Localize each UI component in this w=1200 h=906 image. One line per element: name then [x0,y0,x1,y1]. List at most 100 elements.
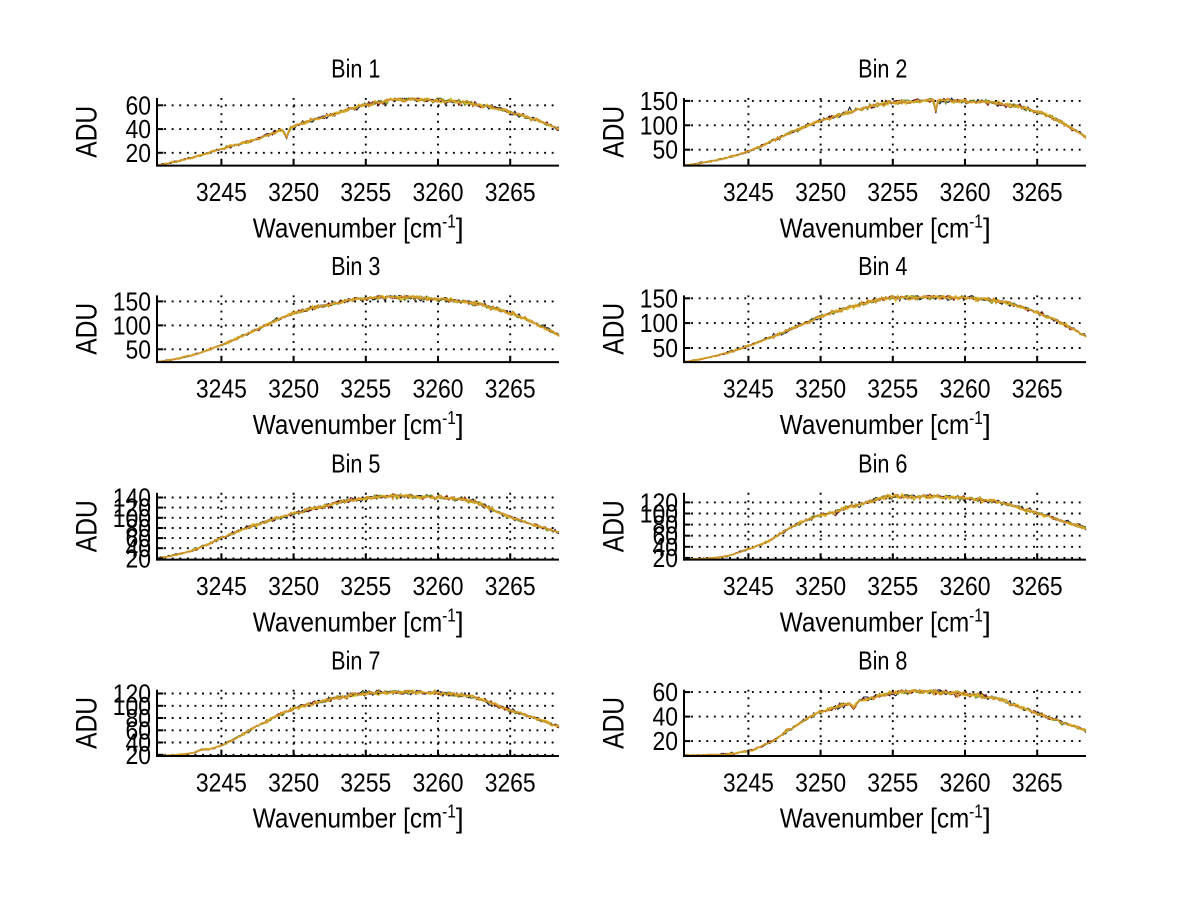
svg-text:3260: 3260 [940,767,991,797]
svg-text:80: 80 [653,510,679,540]
svg-text:3265: 3265 [1012,177,1063,207]
svg-text:3250: 3250 [268,767,319,797]
svg-text:40: 40 [126,533,152,563]
svg-text:3245: 3245 [723,177,774,207]
svg-text:3250: 3250 [795,767,846,797]
svg-text:]: ] [983,606,991,637]
svg-text:50: 50 [653,135,679,165]
svg-text:20: 20 [126,740,152,770]
svg-text:60: 60 [126,523,152,553]
svg-text:]: ] [456,409,464,440]
svg-text:]: ] [456,606,464,637]
svg-text:ADU: ADU [71,106,104,158]
svg-text:Bin 5: Bin 5 [331,449,380,479]
svg-text:]: ] [983,409,991,440]
svg-text:3260: 3260 [413,373,464,403]
svg-text:50: 50 [126,334,152,364]
svg-text:20: 20 [126,138,152,168]
svg-text:-1: -1 [442,605,456,625]
svg-text:3255: 3255 [867,767,918,797]
svg-text:3250: 3250 [795,571,846,601]
svg-text:50: 50 [653,333,679,363]
svg-text:3260: 3260 [413,571,464,601]
svg-text:3260: 3260 [940,571,991,601]
svg-text:100: 100 [640,499,678,529]
svg-text:]: ] [983,212,991,243]
svg-text:20: 20 [653,543,679,573]
svg-text:-1: -1 [969,408,983,428]
svg-text:120: 120 [113,679,151,709]
svg-text:3265: 3265 [485,767,536,797]
svg-text:Wavenumber [cm: Wavenumber [cm [253,803,442,834]
svg-text:3265: 3265 [1012,571,1063,601]
svg-text:3245: 3245 [196,571,247,601]
svg-text:40: 40 [653,702,679,732]
svg-text:80: 80 [126,703,152,733]
svg-text:120: 120 [113,493,151,523]
svg-text:3250: 3250 [268,373,319,403]
svg-text:100: 100 [640,308,678,338]
svg-text:ADU: ADU [71,500,104,552]
svg-text:3245: 3245 [723,767,774,797]
svg-text:3260: 3260 [413,177,464,207]
svg-text:3250: 3250 [795,373,846,403]
svg-text:Bin 6: Bin 6 [858,449,907,479]
svg-text:3255: 3255 [867,571,918,601]
svg-text:-1: -1 [442,211,456,231]
svg-text:100: 100 [640,110,678,140]
svg-text:3260: 3260 [940,177,991,207]
svg-text:3245: 3245 [723,571,774,601]
svg-text:3265: 3265 [485,177,536,207]
svg-text:3245: 3245 [196,177,247,207]
svg-text:60: 60 [653,677,679,707]
svg-text:-1: -1 [969,605,983,625]
svg-text:-1: -1 [969,211,983,231]
svg-text:Wavenumber [cm: Wavenumber [cm [253,606,442,637]
svg-text:Bin 7: Bin 7 [331,645,380,675]
svg-text:Wavenumber [cm: Wavenumber [cm [780,803,969,834]
svg-text:20: 20 [126,543,152,573]
svg-text:3260: 3260 [940,373,991,403]
svg-text:3255: 3255 [340,177,391,207]
svg-text:150: 150 [640,86,678,116]
svg-text:60: 60 [126,715,152,745]
svg-text:Wavenumber [cm: Wavenumber [cm [780,212,969,243]
svg-text:3250: 3250 [268,177,319,207]
svg-text:Wavenumber [cm: Wavenumber [cm [780,409,969,440]
svg-text:150: 150 [113,286,151,316]
svg-text:3260: 3260 [413,767,464,797]
svg-text:140: 140 [113,483,151,513]
svg-text:]: ] [456,803,464,834]
svg-text:3255: 3255 [340,767,391,797]
svg-text:100: 100 [113,691,151,721]
svg-text:-1: -1 [442,408,456,428]
svg-text:3250: 3250 [268,571,319,601]
svg-text:Wavenumber [cm: Wavenumber [cm [253,212,442,243]
svg-text:3255: 3255 [340,571,391,601]
svg-text:]: ] [983,803,991,834]
svg-text:ADU: ADU [598,500,631,552]
svg-text:80: 80 [126,513,152,543]
svg-text:100: 100 [113,310,151,340]
svg-text:3265: 3265 [1012,767,1063,797]
svg-text:-1: -1 [969,802,983,822]
svg-text:Bin 8: Bin 8 [858,645,907,675]
svg-text:3265: 3265 [485,373,536,403]
svg-text:3265: 3265 [485,571,536,601]
svg-text:40: 40 [653,532,679,562]
svg-text:3245: 3245 [723,373,774,403]
svg-text:60: 60 [126,90,152,120]
svg-text:-1: -1 [442,802,456,822]
svg-text:ADU: ADU [598,303,631,355]
svg-text:Bin 2: Bin 2 [858,54,907,84]
svg-text:Wavenumber [cm: Wavenumber [cm [780,606,969,637]
svg-text:100: 100 [113,503,151,533]
svg-text:20: 20 [653,726,679,756]
svg-text:3245: 3245 [196,373,247,403]
svg-text:]: ] [456,212,464,243]
svg-text:Bin 4: Bin 4 [858,251,907,281]
svg-text:3245: 3245 [196,767,247,797]
svg-text:ADU: ADU [598,106,631,158]
svg-text:3265: 3265 [1012,373,1063,403]
svg-text:ADU: ADU [598,697,631,749]
